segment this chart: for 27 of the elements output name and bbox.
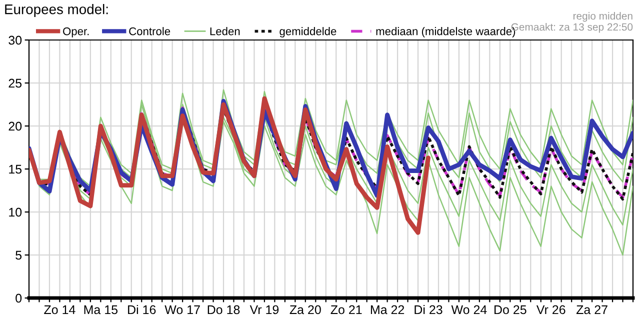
legend-label: Controle [129,27,170,36]
legend-label: gemiddelde [280,27,336,38]
x-tick-label: Wo 24 [451,305,487,314]
x-tick-label: Vr 26 [536,305,566,314]
x-tick-label: Wo 17 [164,305,200,314]
x-tick-label: Za 20 [290,305,321,314]
x-tick-label: Zo 14 [44,305,76,314]
legend-label: Leden [210,27,240,36]
y-tick-label: 15 [9,164,22,174]
x-tick-label: Zo 21 [330,305,362,314]
x-tick-label: Do 18 [208,305,240,314]
legend-label: Oper. [63,27,89,38]
x-tick-label: Di 16 [128,304,156,314]
y-tick-label: 30 [8,36,22,45]
y-tick-label: 10 [9,208,22,217]
text: regio midden [573,12,632,22]
x-tick-label: Do 25 [494,305,526,314]
chart-title: Europees model: [5,4,108,17]
x-tick-label: Vr 19 [250,305,279,314]
x-tick-label: Za 27 [576,305,608,314]
y-tick-label: 0 [16,294,22,303]
x-tick-label: Ma 22 [370,305,404,314]
x-tick-label: Di 23 [414,304,442,314]
y-tick-label: 20 [8,122,22,131]
y-tick-label: 25 [8,78,22,88]
y-tick-label: 5 [16,250,22,260]
x-tick-label: Ma 15 [84,305,118,314]
